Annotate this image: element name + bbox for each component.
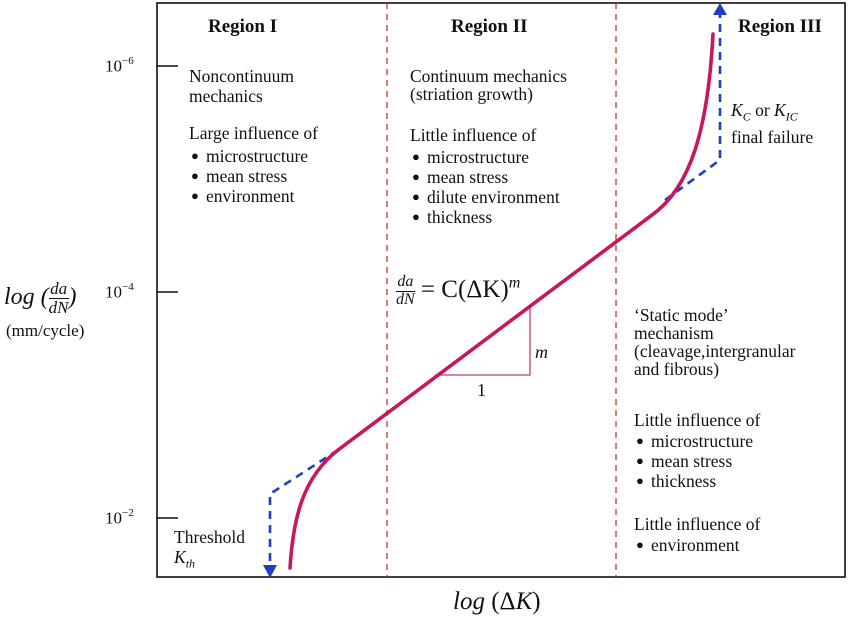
region-3-list-2: environment — [636, 535, 739, 555]
region-3-influence-2: Little influence of — [634, 514, 761, 534]
list-item: microstructure — [191, 146, 308, 166]
asymptote-lines — [268, 14, 722, 566]
list-item: environment — [636, 535, 739, 555]
slope-triangle — [435, 308, 531, 376]
slope-rise-label: m — [535, 342, 548, 362]
list-item: thickness — [412, 207, 560, 227]
static-mode-text: ‘Static mode’ mechanism (cleavage,interg… — [634, 305, 796, 379]
list-item: microstructure — [412, 147, 560, 167]
region-3-influence-1: Little influence of — [634, 410, 761, 430]
region-2-heading: Continuum mechanics (striation growth) — [410, 66, 567, 104]
region-2-list: microstructure mean stress dilute enviro… — [412, 147, 560, 227]
list-item: thickness — [636, 471, 753, 491]
y-tick-label-3: 10−2 — [105, 507, 134, 528]
list-item: mean stress — [191, 166, 308, 186]
threshold-asymptote — [268, 448, 339, 566]
list-item: dilute environment — [412, 187, 560, 207]
region-1-title: Region I — [208, 16, 278, 37]
y-tick-label-2: 10−4 — [105, 281, 134, 302]
y-tick-label-1: 10−6 — [105, 55, 134, 76]
region-3-title: Region III — [738, 16, 822, 37]
list-item: mean stress — [412, 167, 560, 187]
region-1-list: microstructure mean stress environment — [191, 146, 308, 206]
region-2-influence: Little influence of — [410, 125, 537, 145]
list-item: environment — [191, 186, 308, 206]
paris-law-equation: da dN = C(ΔK)m — [396, 273, 521, 308]
region-3-list-1: microstructure mean stress thickness — [636, 431, 753, 491]
threshold-label: Threshold Kth — [174, 527, 245, 571]
region-1-heading: Noncontinuum mechanics — [189, 66, 294, 106]
threshold-arrowhead — [263, 565, 277, 578]
list-item: mean stress — [636, 451, 753, 471]
plot-frame — [156, 2, 846, 578]
y-axis-units: (mm/cycle) — [6, 321, 85, 340]
crack-growth-curve — [288, 32, 715, 570]
failure-label: KC or KIC final failure — [731, 100, 814, 147]
region-2-title: Region II — [451, 16, 528, 37]
failure-arrowhead — [713, 3, 727, 15]
region-1-influence: Large influence of — [189, 123, 318, 143]
slope-run-label: 1 — [477, 380, 486, 400]
x-axis-label: log (ΔK) — [453, 588, 541, 615]
list-item: microstructure — [636, 431, 753, 451]
y-axis-label: log (da dN) — [4, 279, 77, 317]
